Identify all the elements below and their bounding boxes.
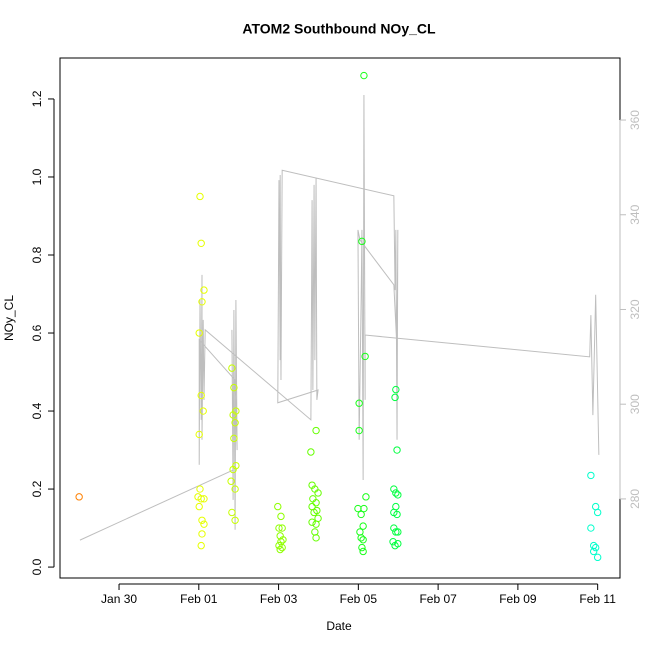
point xyxy=(355,399,363,407)
point xyxy=(354,504,362,513)
point xyxy=(195,430,203,439)
point xyxy=(275,524,283,532)
point xyxy=(593,553,602,562)
x-tick-label: Feb 01 xyxy=(180,592,218,606)
point xyxy=(591,543,600,552)
point xyxy=(392,489,400,497)
point xyxy=(312,520,320,528)
point xyxy=(198,298,206,306)
point xyxy=(200,520,208,528)
point xyxy=(312,534,320,542)
y-tick-label: 0.6 xyxy=(30,324,44,341)
point xyxy=(197,541,205,550)
point xyxy=(361,352,369,361)
point xyxy=(230,434,238,443)
point xyxy=(393,510,401,519)
point xyxy=(232,407,240,415)
point xyxy=(358,237,366,246)
point xyxy=(196,192,204,201)
y2-tick-label: 360 xyxy=(628,110,642,130)
point xyxy=(357,534,365,542)
point xyxy=(362,493,370,501)
point xyxy=(394,491,402,499)
point xyxy=(392,385,400,394)
point xyxy=(231,485,239,493)
x-tick-label: Feb 09 xyxy=(499,592,537,606)
point xyxy=(593,508,602,517)
y-tick-label: 0.2 xyxy=(30,480,44,497)
point xyxy=(391,393,399,402)
y2-tick-label: 320 xyxy=(628,299,642,319)
point xyxy=(359,536,367,544)
point xyxy=(389,538,397,546)
y-tick-label: 1.2 xyxy=(30,90,44,107)
point xyxy=(394,528,402,536)
point xyxy=(279,536,287,544)
point xyxy=(195,502,203,511)
point xyxy=(587,524,595,532)
point xyxy=(197,495,205,503)
point xyxy=(393,446,401,454)
point xyxy=(227,477,235,485)
y-tick-label: 1.0 xyxy=(30,168,44,185)
point xyxy=(231,419,239,427)
point xyxy=(357,510,365,519)
x-tick-label: Jan 30 xyxy=(101,592,137,606)
point xyxy=(394,539,402,548)
point xyxy=(589,547,598,556)
point xyxy=(198,530,206,538)
point xyxy=(278,524,286,532)
y2-tick-label: 280 xyxy=(628,489,642,509)
point xyxy=(390,524,398,532)
point xyxy=(200,495,208,503)
point xyxy=(228,364,236,372)
point xyxy=(197,239,205,247)
point xyxy=(231,516,239,524)
point xyxy=(278,543,286,552)
chart-title: ATOM2 Southbound NOy_CL xyxy=(242,21,436,37)
point xyxy=(228,508,236,517)
point xyxy=(355,426,363,435)
y-tick-label: 0.8 xyxy=(30,246,44,263)
point xyxy=(230,383,238,392)
x-tick-label: Feb 11 xyxy=(579,592,616,606)
point xyxy=(390,485,398,493)
y2-tick-label: 300 xyxy=(628,394,642,414)
point xyxy=(358,543,366,552)
point xyxy=(359,547,367,556)
point xyxy=(587,471,595,480)
line xyxy=(79,94,600,541)
y-axis-label: NOy_CL xyxy=(2,295,16,341)
x-tick-label: Feb 05 xyxy=(340,592,378,606)
point xyxy=(196,485,204,493)
point xyxy=(277,512,285,521)
point xyxy=(195,329,203,337)
point xyxy=(197,391,205,400)
y-tick-label: 0.4 xyxy=(30,402,44,419)
y-tick-label: 0.0 xyxy=(30,558,44,575)
point xyxy=(312,499,320,507)
point xyxy=(274,502,282,511)
point xyxy=(75,493,83,501)
point xyxy=(310,508,318,517)
x-tick-label: Feb 07 xyxy=(419,592,457,606)
point xyxy=(200,286,208,294)
point xyxy=(360,71,368,80)
point xyxy=(307,448,315,456)
point xyxy=(229,465,237,474)
point xyxy=(359,522,367,530)
point xyxy=(276,545,284,554)
x-axis-label: Date xyxy=(326,619,352,633)
y2-tick-label: 340 xyxy=(628,204,642,224)
point xyxy=(314,489,322,497)
x-tick-label: Feb 03 xyxy=(260,592,298,606)
point xyxy=(308,518,316,526)
point xyxy=(589,541,598,550)
point xyxy=(199,407,207,415)
point xyxy=(392,528,400,536)
point xyxy=(312,426,320,435)
point xyxy=(198,516,206,524)
